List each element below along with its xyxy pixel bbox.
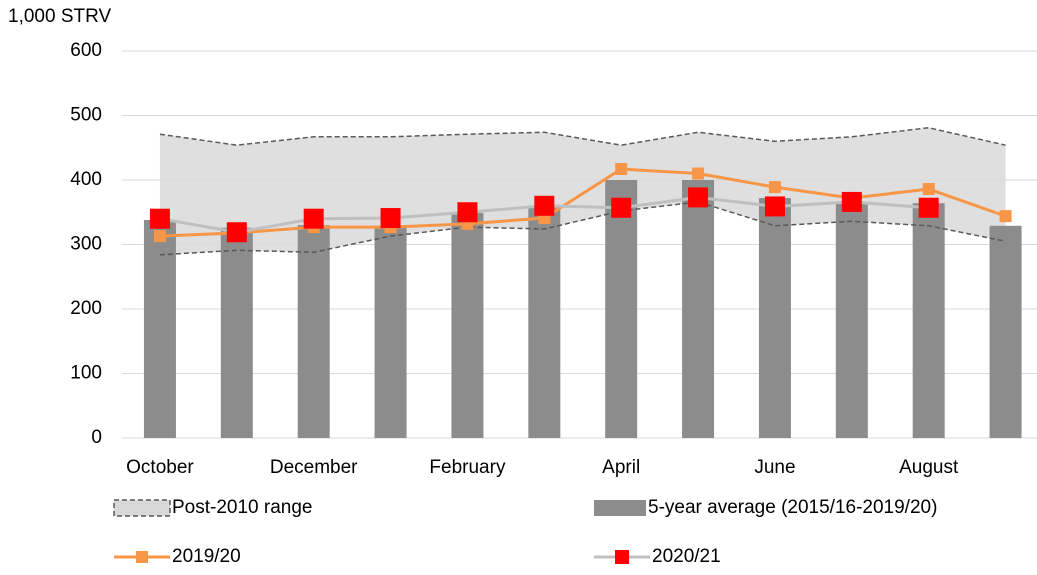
range-edge — [159, 201, 1006, 256]
y-tick-label: 200 — [70, 298, 102, 319]
legend-swatch — [113, 499, 171, 517]
x-tick-label: June — [754, 457, 795, 478]
marker — [611, 197, 632, 218]
bar — [989, 225, 1022, 438]
marker — [303, 208, 324, 229]
bar — [374, 225, 407, 438]
legend-label: Post-2010 range — [172, 497, 313, 518]
series-line — [159, 167, 1007, 238]
x-tick-label: December — [270, 457, 358, 478]
legend-label: 2019/20 — [172, 546, 241, 567]
range-edge — [159, 126, 1006, 146]
x-tick-label: April — [602, 457, 640, 478]
marker — [457, 202, 478, 223]
y-tick-label: 600 — [70, 40, 102, 61]
legend-swatch — [594, 500, 646, 516]
marker — [922, 183, 935, 196]
marker — [918, 197, 939, 218]
bar — [758, 198, 791, 438]
bar — [297, 225, 330, 438]
bar — [220, 227, 253, 438]
marker — [764, 196, 785, 217]
bar — [912, 203, 945, 438]
legend-marker — [136, 551, 148, 563]
marker — [999, 210, 1012, 223]
marker — [841, 191, 862, 212]
marker — [768, 181, 781, 194]
y-axis-label: 1,000 STRV — [8, 6, 111, 27]
y-tick-label: 0 — [91, 427, 102, 448]
marker — [149, 208, 170, 229]
bar — [528, 205, 561, 438]
bar — [451, 212, 484, 438]
marker — [226, 222, 247, 243]
bar — [605, 180, 638, 438]
marker — [380, 208, 401, 229]
legend-label: 2020/21 — [652, 546, 721, 567]
x-tick-label: October — [126, 457, 194, 478]
marker — [615, 163, 628, 176]
y-tick-label: 400 — [70, 169, 102, 190]
marker — [688, 187, 709, 208]
marker — [692, 167, 705, 180]
y-tick-label: 100 — [70, 363, 102, 384]
legend-marker — [615, 550, 629, 564]
x-tick-label: February — [429, 457, 506, 478]
bar — [682, 180, 715, 438]
legend-label: 5-year average (2015/16-2019/20) — [648, 497, 937, 518]
y-tick-label: 500 — [70, 105, 102, 126]
y-tick-label: 300 — [70, 234, 102, 255]
x-tick-label: August — [899, 457, 959, 478]
bar — [143, 219, 176, 438]
marker — [153, 230, 166, 243]
marker — [534, 195, 555, 216]
bar — [835, 203, 868, 438]
range-area — [159, 127, 1006, 255]
